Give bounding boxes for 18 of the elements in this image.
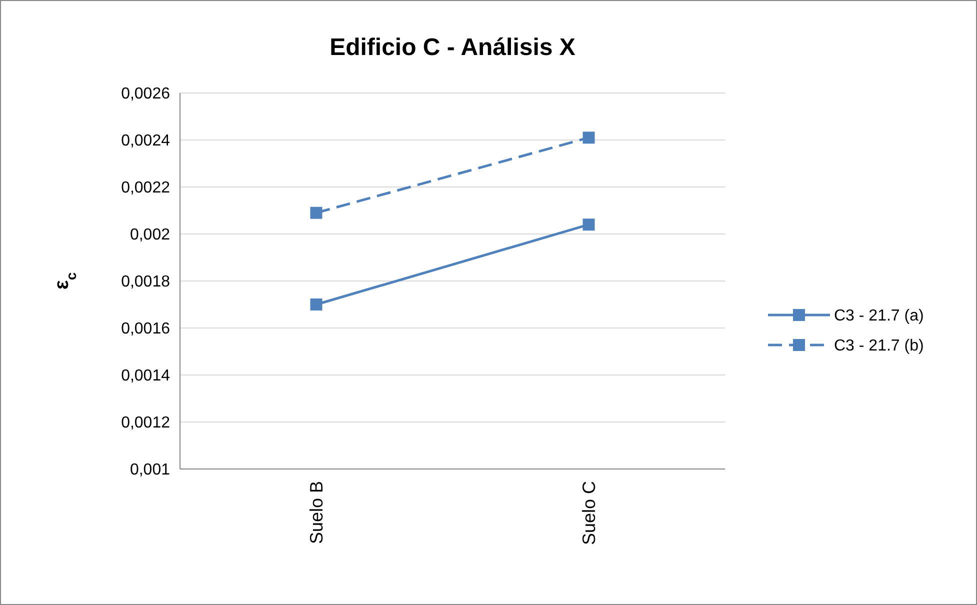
y-tick-label: 0,0016 (121, 320, 170, 338)
point (310, 298, 322, 310)
x-tick-label: Suelo B (306, 481, 327, 544)
y-tick-label: 0,0012 (121, 414, 170, 432)
y-tick-label: 0,001 (130, 462, 170, 479)
y-tick-label: 0,0026 (121, 86, 170, 103)
y-tick-label: 0,002 (130, 226, 170, 244)
y-tick-label: 0,0014 (121, 368, 170, 385)
y-tick-label: 0,0018 (121, 274, 170, 291)
point (582, 132, 595, 144)
chart-title: Edificio C - Análisis X (330, 34, 576, 61)
x-tick-label: Suelo C (579, 481, 600, 546)
legend-label: C3 - 21.7 (b) (834, 338, 924, 355)
point (582, 218, 595, 231)
legend-label: C3 - 21.7 (a) (834, 308, 924, 325)
point (310, 206, 322, 219)
y-tick-label: 0,0024 (121, 132, 170, 150)
y-tick-label: 0,0022 (121, 180, 170, 197)
